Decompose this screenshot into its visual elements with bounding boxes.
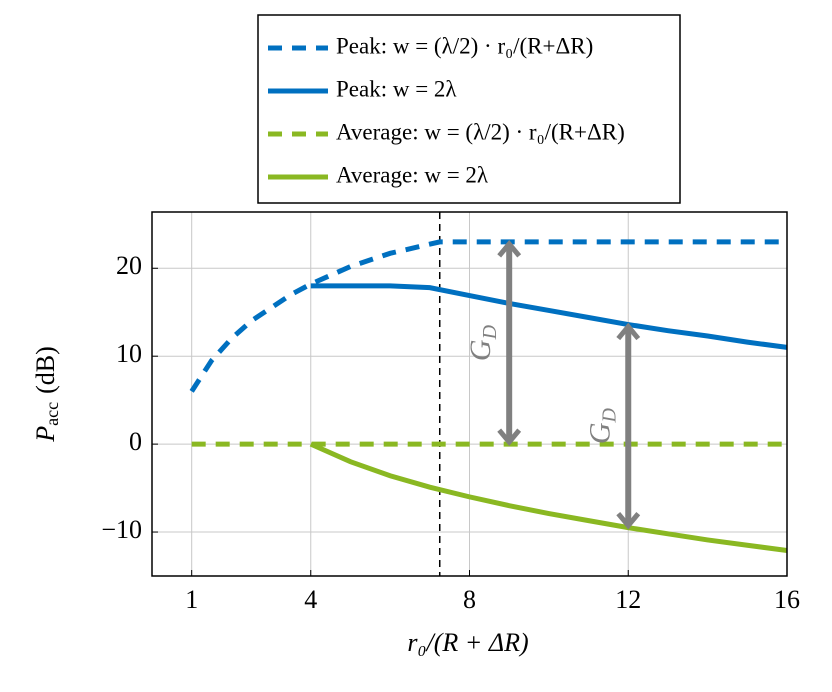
y-label-main: P: [31, 426, 60, 443]
legend-label: Peak: w = 2λ: [336, 76, 457, 101]
annotation-sub: D: [598, 407, 620, 423]
annotation-label: GD: [464, 324, 501, 361]
arrow-head: [616, 512, 641, 530]
x-axis-label: r₀/(R + ΔR): [407, 628, 528, 657]
x-tick-label: 1: [185, 585, 198, 614]
y-label-sub: acc: [42, 402, 62, 426]
legend-label: Average: w = 2λ: [336, 162, 489, 187]
legend-label: Peak: w = (λ/2) · r₀/(R+ΔR): [336, 33, 593, 58]
legend-label: Average: w = (λ/2) · r₀/(R+ΔR): [336, 119, 625, 144]
x-tick-label: 12: [615, 585, 641, 614]
annotation-label: GD: [583, 407, 620, 444]
annotation-sub: D: [479, 324, 501, 340]
arrow-head: [497, 239, 522, 258]
y-tick-label: 10: [116, 339, 142, 368]
x-tick-label: 16: [774, 585, 800, 614]
series-line: [310, 283, 788, 350]
y-tick-label: 0: [129, 427, 142, 456]
legend: Peak: w = (λ/2) · r₀/(R+ΔR) Peak: w = 2λ A…: [268, 33, 625, 187]
axes-frame: [151, 211, 788, 577]
y-tick-label: −10: [101, 515, 142, 544]
series-line: [309, 441, 788, 553]
legend-box: [257, 14, 681, 204]
arrow-head: [616, 322, 641, 341]
annotation-text: G: [583, 422, 616, 444]
x-tick-label: 4: [304, 585, 317, 614]
series-line: [189, 239, 787, 393]
y-axis-label: Pacc (dB): [31, 346, 62, 443]
arrow-head: [497, 428, 522, 447]
y-tick-label: 20: [116, 251, 142, 280]
y-label-unit: (dB): [31, 346, 60, 394]
annotation-text: G: [464, 339, 497, 361]
x-tick-label: 8: [463, 585, 476, 614]
